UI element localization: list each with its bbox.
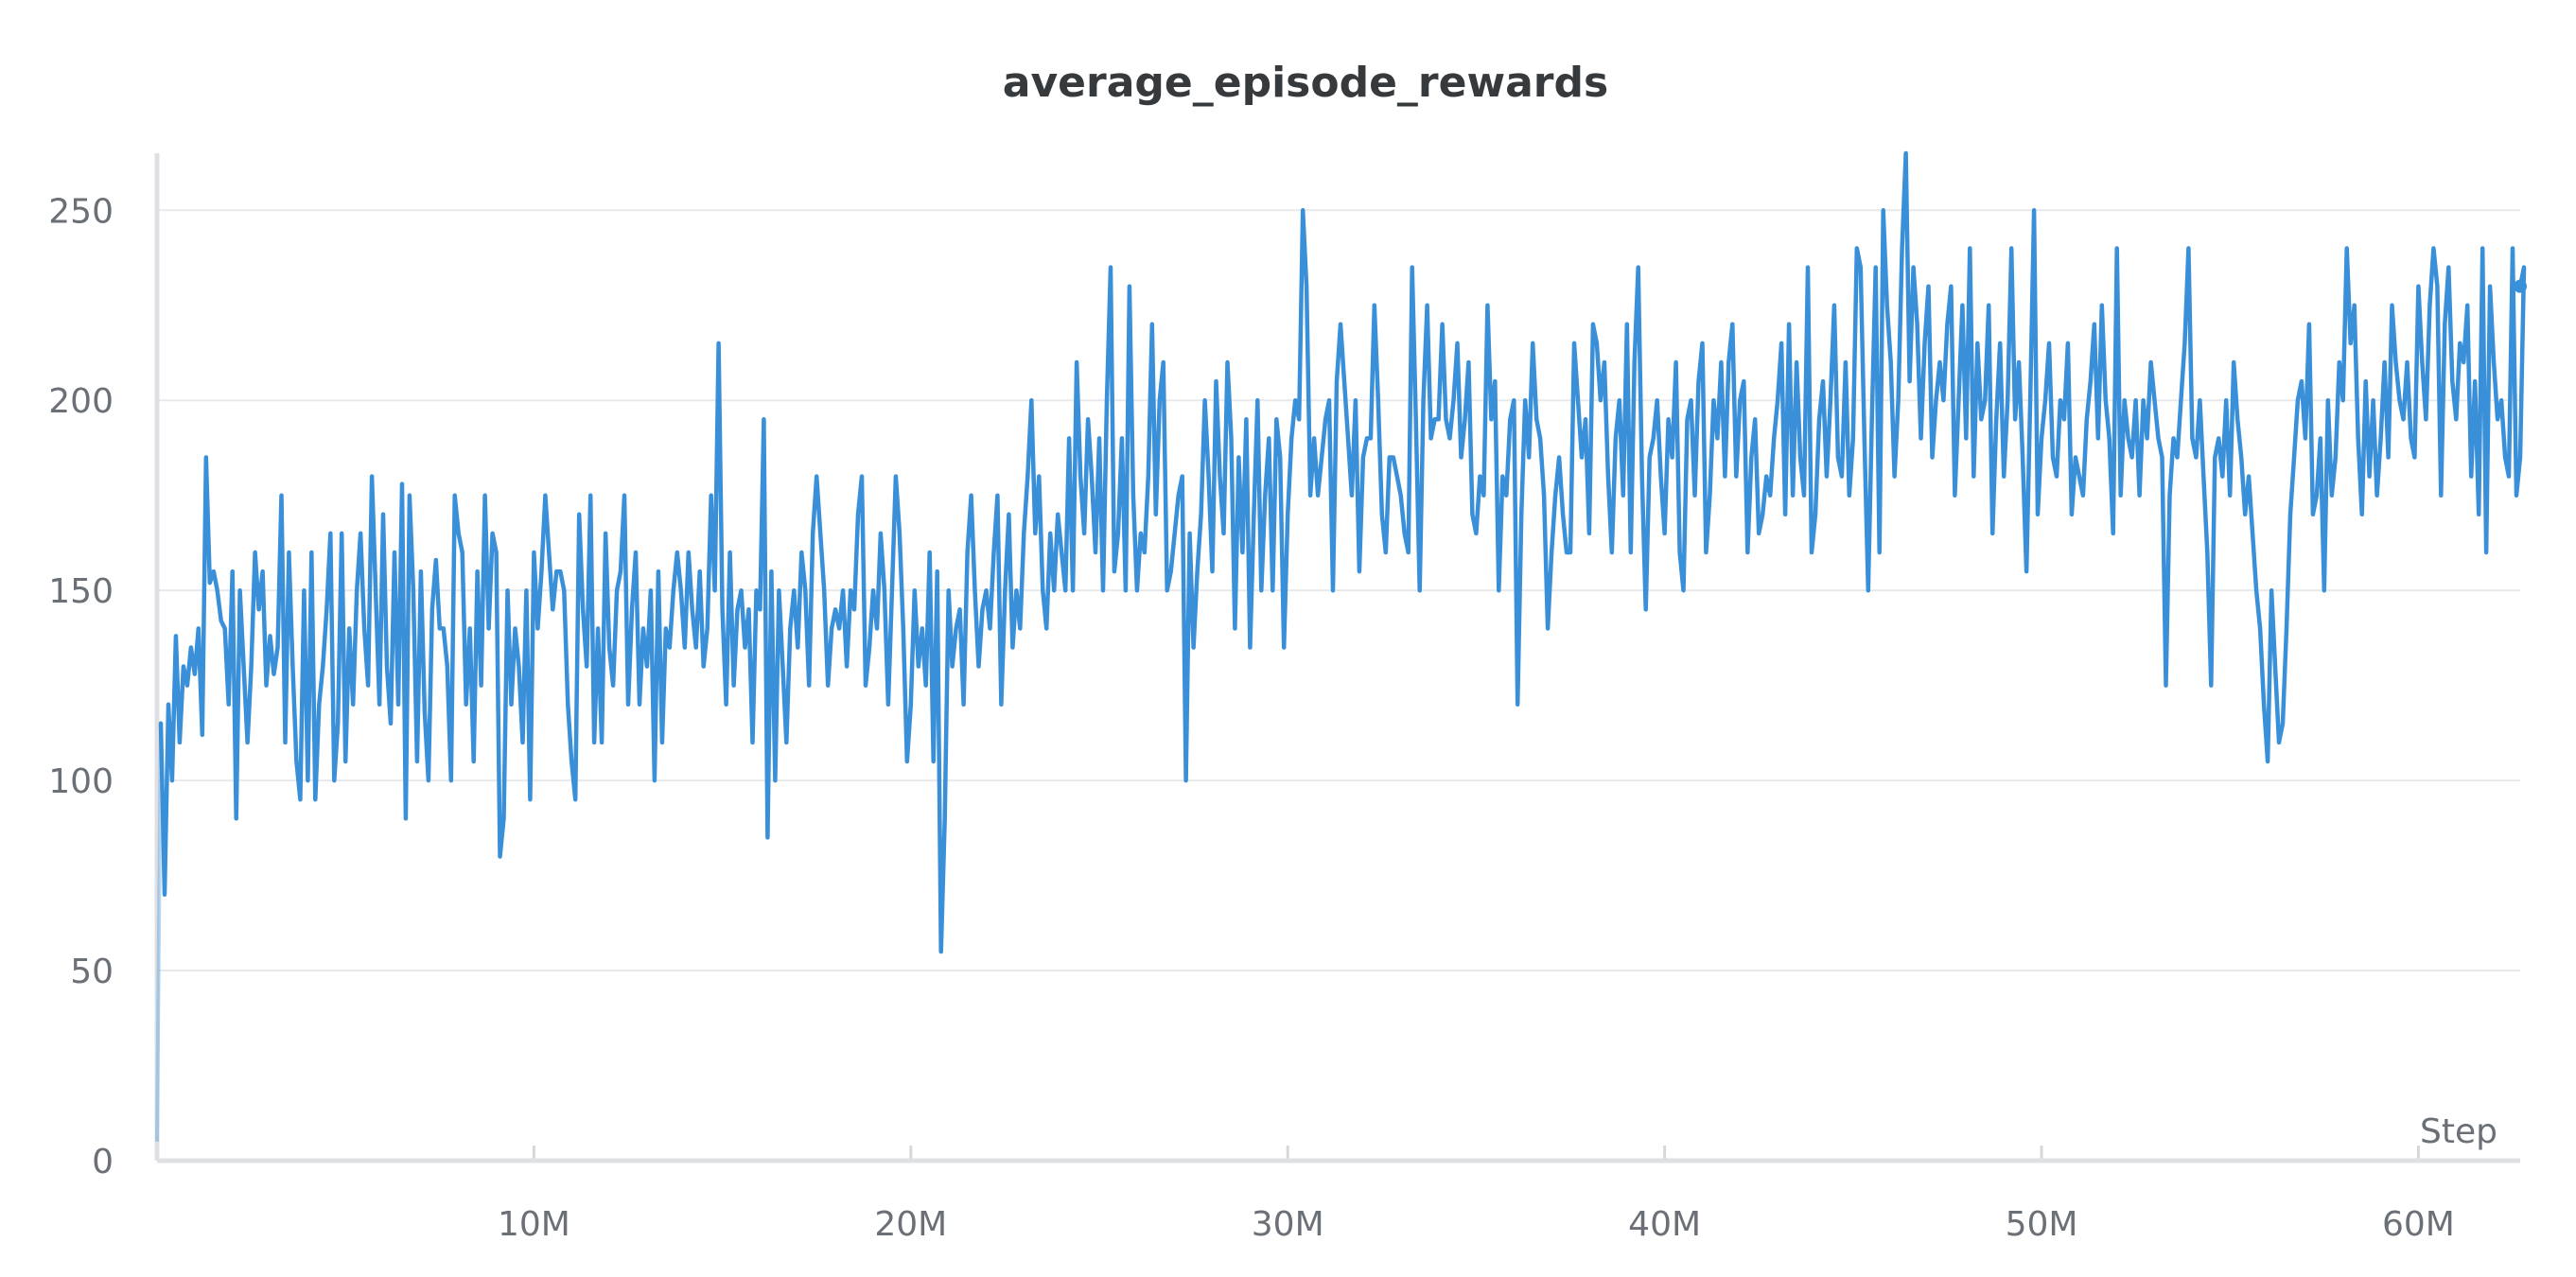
series-layer: [155, 150, 2527, 1142]
chart-title: average_episode_rewards: [1003, 59, 1608, 107]
x-axis-ticks: 10M 20M 30M 40M 50M 60M: [498, 1146, 2455, 1244]
x-tick-label: 60M: [2382, 1205, 2455, 1244]
x-tick-label: 30M: [1252, 1205, 1324, 1244]
y-tick-label: 150: [48, 572, 114, 611]
series-line-start: [155, 723, 163, 1142]
x-tick-label: 50M: [2006, 1205, 2078, 1244]
x-tick-label: 10M: [498, 1205, 570, 1244]
y-tick-label: 100: [48, 762, 114, 801]
series-end-point[interactable]: [2514, 279, 2527, 293]
y-axis-ticks: 0 50 100 150 200 250: [48, 192, 114, 1181]
x-tick-label: 20M: [874, 1205, 947, 1244]
y-tick-label: 250: [48, 192, 114, 231]
x-tick-label: 40M: [1628, 1205, 1701, 1244]
y-tick-label: 0: [92, 1143, 114, 1181]
y-tick-label: 50: [70, 953, 114, 991]
x-axis-label: Step: [2420, 1112, 2497, 1151]
series-line: [158, 150, 2527, 954]
y-tick-label: 200: [48, 382, 114, 421]
